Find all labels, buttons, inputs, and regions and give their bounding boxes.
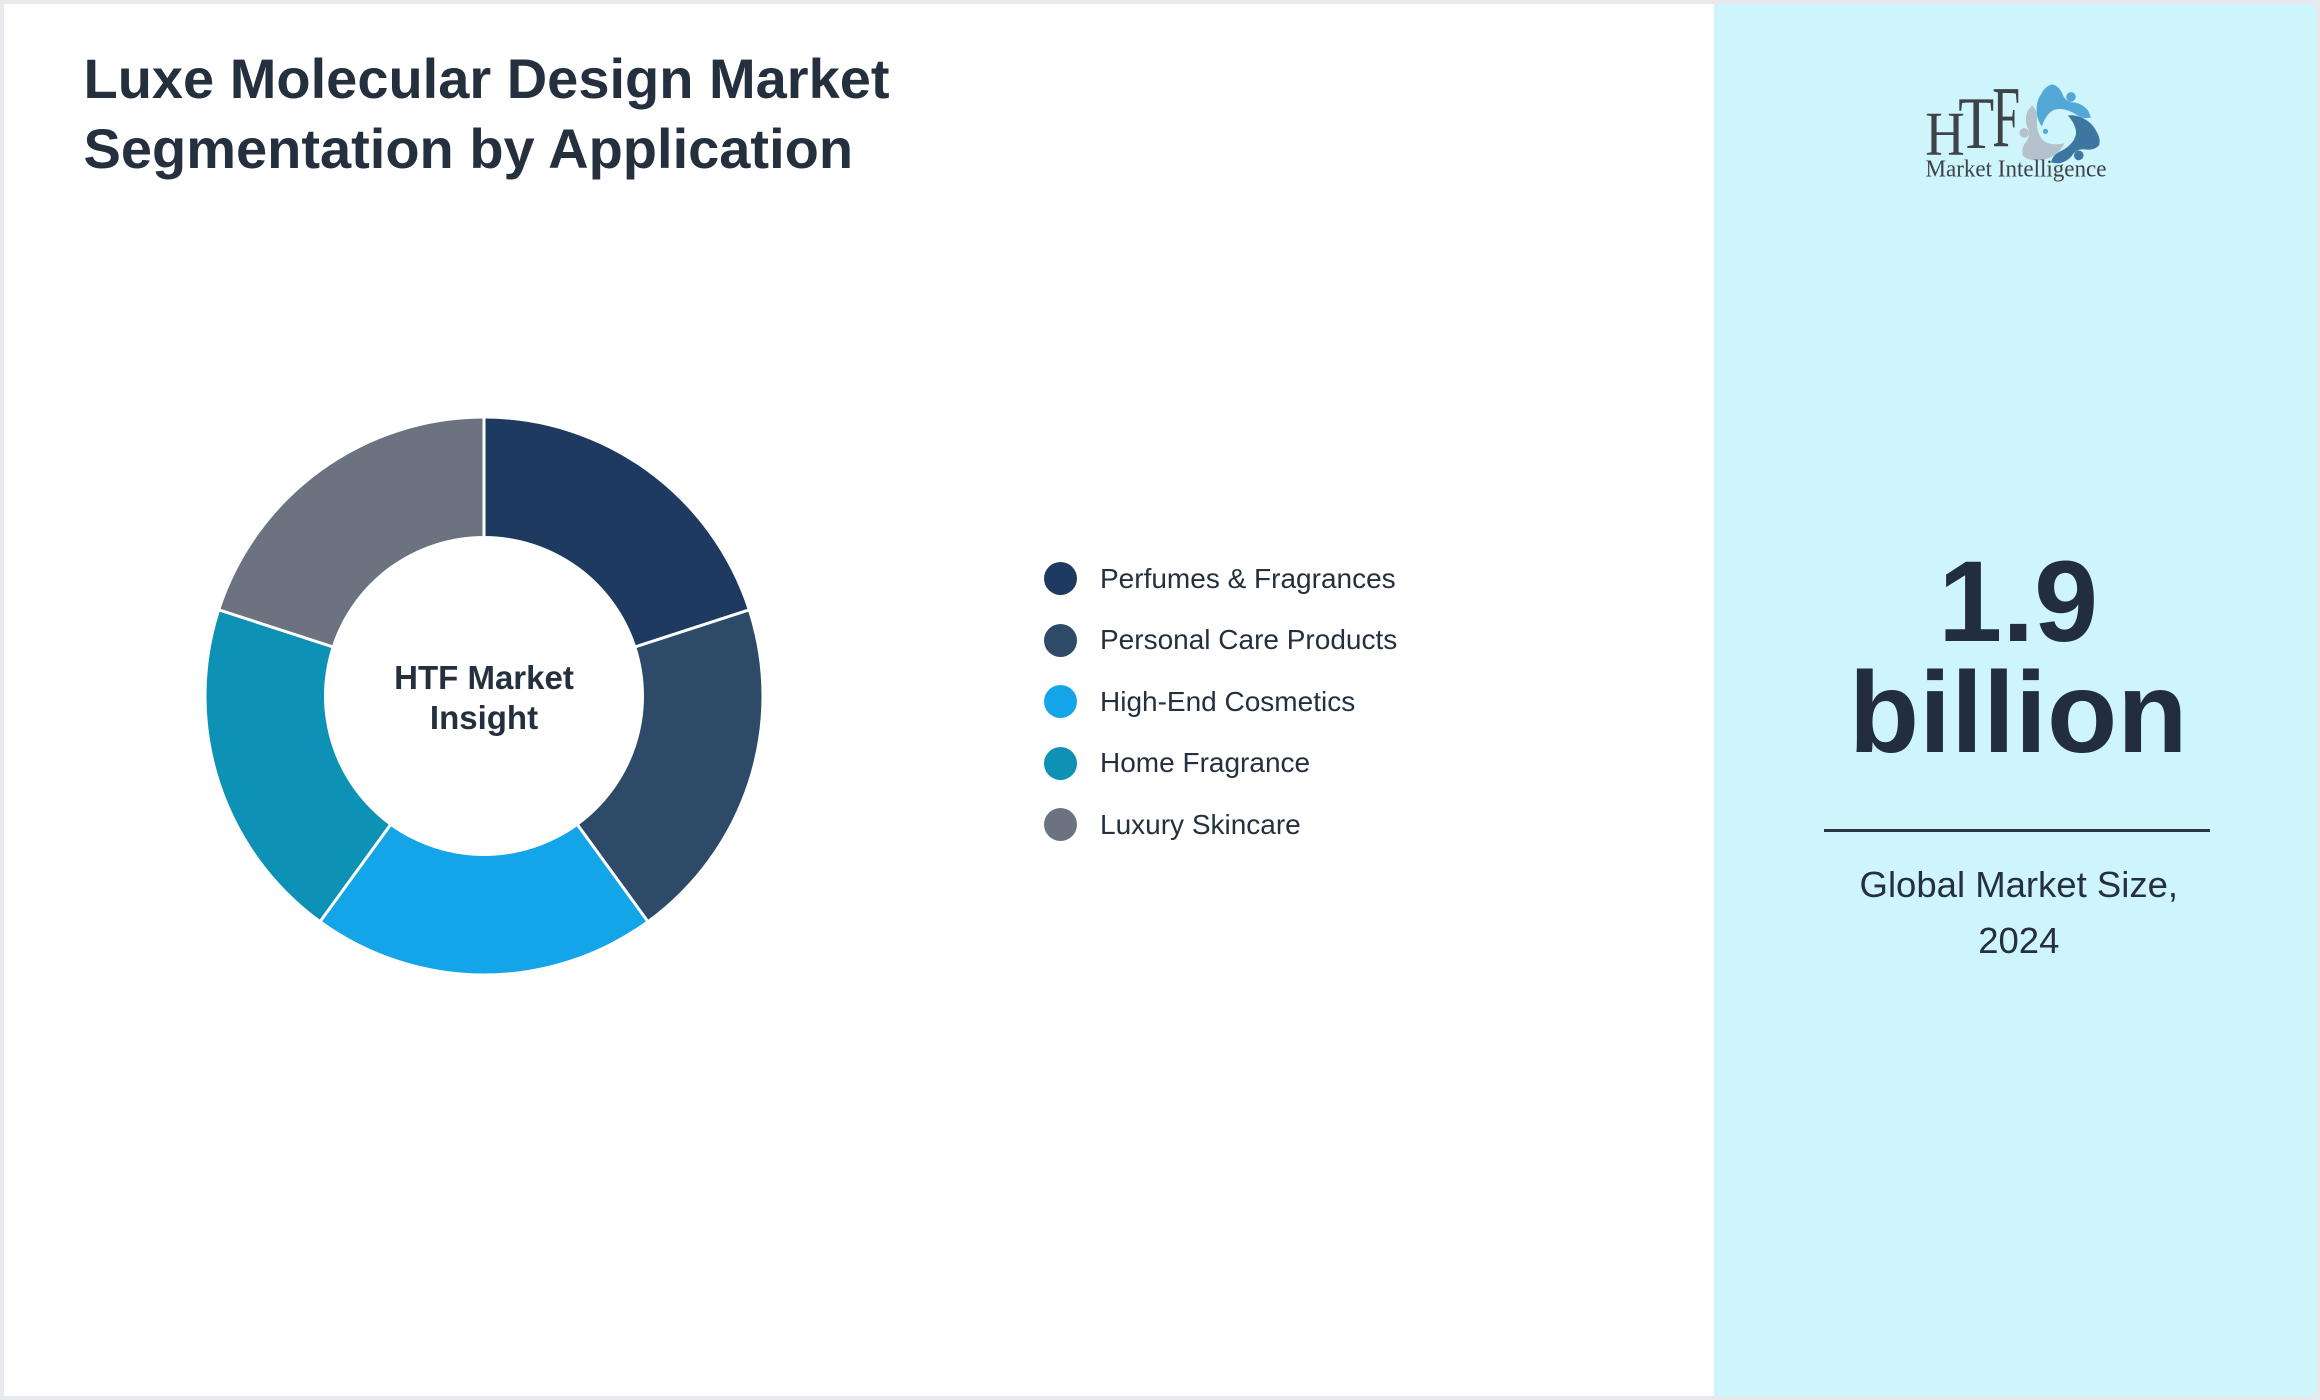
svg-text:Market Intelligence: Market Intelligence (1926, 157, 2107, 183)
svg-text:H: H (1925, 99, 1965, 168)
svg-text:T: T (1958, 84, 1994, 165)
svg-text:F: F (1992, 78, 2020, 165)
